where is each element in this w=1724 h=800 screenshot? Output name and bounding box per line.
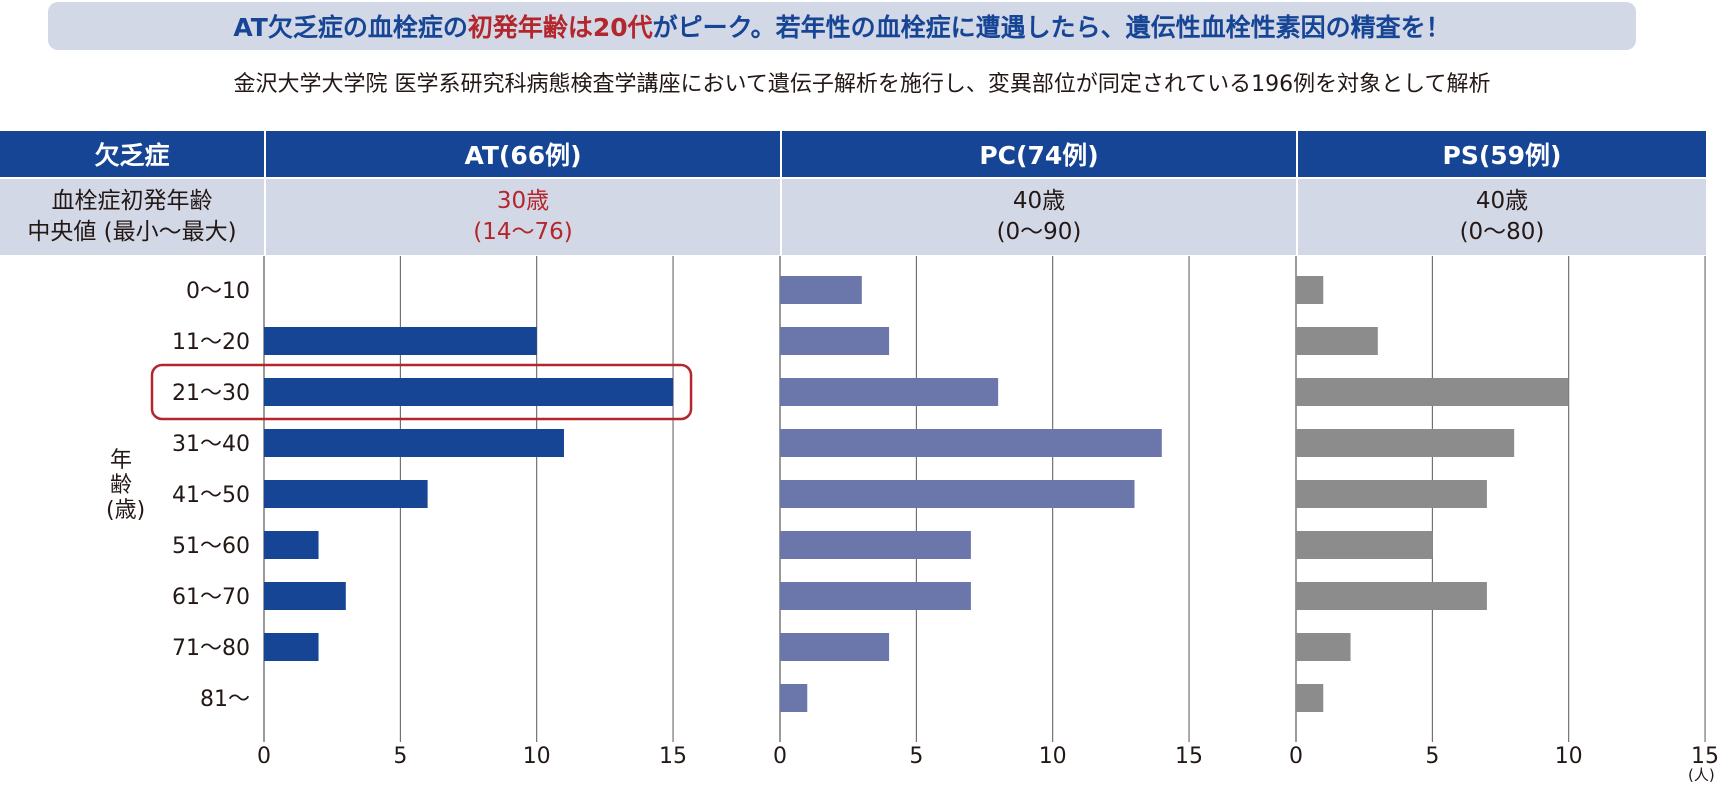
x-tick-ps-5: 5 <box>1425 744 1439 769</box>
category-label: 0〜10 <box>186 279 250 304</box>
median-row-label: 血栓症初発年齢 中央値 (最小〜最大) <box>0 179 264 255</box>
bar-at-71〜80 <box>264 633 319 661</box>
headline-banner: AT欠乏症の血栓症の 初発年齢は20代 がピーク。若年性の血栓症に遭遇したら、遺伝性… <box>48 2 1636 50</box>
category-label: 71〜80 <box>172 636 250 661</box>
bar-ps-41〜50 <box>1296 480 1487 508</box>
bar-at-41〜50 <box>264 480 428 508</box>
corner-header: 欠乏症 <box>0 131 264 177</box>
headline-part3: がピーク。若年性の血栓症に遭遇したら、遺伝性血栓性素因の精査を！ <box>652 13 1451 42</box>
median-pc-value: 40歳 <box>1012 188 1066 214</box>
median-pc-range: (0〜90) <box>996 219 1082 245</box>
bar-pc-21〜30 <box>780 378 999 406</box>
panel-header-ps: PS(59例) <box>1298 131 1706 177</box>
category-label: 41〜50 <box>172 483 250 508</box>
subtitle: 金沢大学大学院 医学系研究科病態検査学講座において遺伝子解析を施行し、変異部位が… <box>233 72 1491 97</box>
bar-pc-51〜60 <box>780 531 971 559</box>
bar-pc-0〜10 <box>780 276 862 304</box>
x-tick-pc-5: 5 <box>909 744 923 769</box>
x-tick-ps-0: 0 <box>1289 744 1303 769</box>
category-label: 21〜30 <box>172 381 250 406</box>
x-tick-ps-15: 15 <box>1691 744 1719 769</box>
panel-header-pc: PC(74例) <box>782 131 1296 177</box>
category-label: 81〜 <box>200 687 250 712</box>
x-tick-at-0: 0 <box>257 744 271 769</box>
median-pc: 40歳 (0〜90) <box>782 179 1296 255</box>
bar-at-31〜40 <box>264 429 564 457</box>
median-ps-value: 40歳 <box>1475 188 1529 214</box>
bar-ps-71〜80 <box>1296 633 1351 661</box>
bar-at-11〜20 <box>264 327 537 355</box>
median-ps-range: (0〜80) <box>1459 219 1545 245</box>
category-label: 61〜70 <box>172 585 250 610</box>
bar-at-51〜60 <box>264 531 319 559</box>
x-tick-pc-10: 10 <box>1039 744 1067 769</box>
median-ps: 40歳 (0〜80) <box>1298 179 1706 255</box>
bar-pc-81〜 <box>780 684 808 712</box>
median-row-label-line1: 血栓症初発年齢 <box>51 188 213 214</box>
y-axis-label: 年齢(歳) <box>106 448 146 523</box>
bar-ps-0〜10 <box>1296 276 1324 304</box>
bar-ps-81〜 <box>1296 684 1324 712</box>
x-tick-pc-0: 0 <box>773 744 787 769</box>
category-label: 11〜20 <box>172 330 250 355</box>
headline-highlight: 初発年齢は20代 <box>467 13 653 42</box>
bar-pc-31〜40 <box>780 429 1162 457</box>
bar-ps-11〜20 <box>1296 327 1378 355</box>
x-tick-at-10: 10 <box>523 744 551 769</box>
bar-pc-71〜80 <box>780 633 890 661</box>
x-tick-pc-15: 15 <box>1175 744 1203 769</box>
category-label: 31〜40 <box>172 432 250 457</box>
x-tick-ps-10: 10 <box>1555 744 1583 769</box>
x-tick-at-5: 5 <box>393 744 407 769</box>
bar-at-21〜30 <box>264 378 674 406</box>
median-row-label-line2: 中央値 (最小〜最大) <box>27 219 237 245</box>
x-axis-unit: (人) <box>1688 766 1715 784</box>
median-at: 30歳 (14〜76) <box>266 179 780 255</box>
highlight-box <box>150 363 693 421</box>
bar-pc-41〜50 <box>780 480 1135 508</box>
x-tick-at-15: 15 <box>659 744 687 769</box>
bar-at-61〜70 <box>264 582 346 610</box>
panel-header-at: AT(66例) <box>266 131 780 177</box>
bar-pc-11〜20 <box>780 327 890 355</box>
bar-pc-61〜70 <box>780 582 971 610</box>
median-at-range: (14〜76) <box>473 219 573 245</box>
bar-ps-21〜30 <box>1296 378 1569 406</box>
bar-ps-31〜40 <box>1296 429 1515 457</box>
median-at-value: 30歳 <box>496 188 550 214</box>
category-label: 51〜60 <box>172 534 250 559</box>
bar-ps-51〜60 <box>1296 531 1433 559</box>
headline-part1: AT欠乏症の血栓症の <box>233 13 468 42</box>
bar-ps-61〜70 <box>1296 582 1487 610</box>
